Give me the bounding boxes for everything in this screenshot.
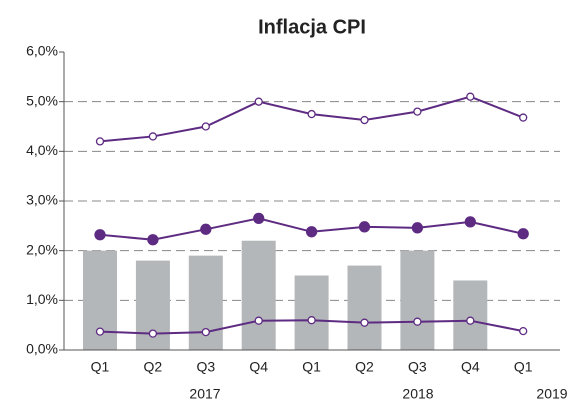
marker <box>305 226 318 238</box>
y-tick-label: 4,0% <box>26 142 58 158</box>
marker <box>201 327 210 337</box>
x-tick-label: Q3 <box>196 359 215 375</box>
marker <box>517 228 529 240</box>
y-tick-label: 3,0% <box>26 192 58 208</box>
x-tick-label: Q4 <box>249 359 268 375</box>
marker <box>519 113 528 122</box>
y-tick-label: 2,0% <box>26 241 58 257</box>
marker <box>95 137 105 146</box>
marker <box>464 216 476 228</box>
marker <box>148 329 158 338</box>
x-tick-label: Q4 <box>461 359 480 375</box>
y-tick-label: 0,0% <box>26 341 58 357</box>
x-tick-label: Q2 <box>144 359 163 375</box>
marker <box>466 92 475 101</box>
marker <box>307 316 316 325</box>
x-group-label: 2019 <box>536 386 567 402</box>
x-tick-label: Q1 <box>302 359 321 375</box>
x-group-label: 2017 <box>189 386 220 402</box>
bar <box>294 275 329 350</box>
x-tick-label: Q1 <box>514 359 533 375</box>
marker <box>411 222 424 234</box>
marker <box>95 327 105 336</box>
marker <box>466 316 475 325</box>
marker <box>253 212 265 225</box>
marker <box>254 316 263 325</box>
x-tick-label: Q2 <box>355 359 374 375</box>
marker <box>358 221 371 233</box>
marker <box>413 317 422 326</box>
bar <box>241 240 276 350</box>
x-tick-label: Q3 <box>408 359 427 375</box>
bar <box>400 250 435 350</box>
y-tick-label: 6,0% <box>26 43 58 59</box>
x-group-label: 2018 <box>402 386 433 402</box>
bar <box>453 280 488 350</box>
y-tick-label: 5,0% <box>26 92 58 108</box>
marker <box>519 326 528 336</box>
x-tick-label: Q1 <box>91 359 110 375</box>
marker <box>147 234 159 246</box>
marker <box>148 132 158 141</box>
chart-title: Inflacja CPI <box>258 16 366 38</box>
y-tick-label: 1,0% <box>26 291 58 307</box>
marker <box>254 97 263 106</box>
marker <box>413 107 422 116</box>
marker <box>360 115 369 125</box>
marker <box>94 229 106 241</box>
marker <box>360 318 369 327</box>
bar <box>347 265 382 350</box>
marker <box>201 122 210 131</box>
marker <box>307 109 316 119</box>
marker <box>200 223 212 235</box>
line <box>99 95 524 143</box>
